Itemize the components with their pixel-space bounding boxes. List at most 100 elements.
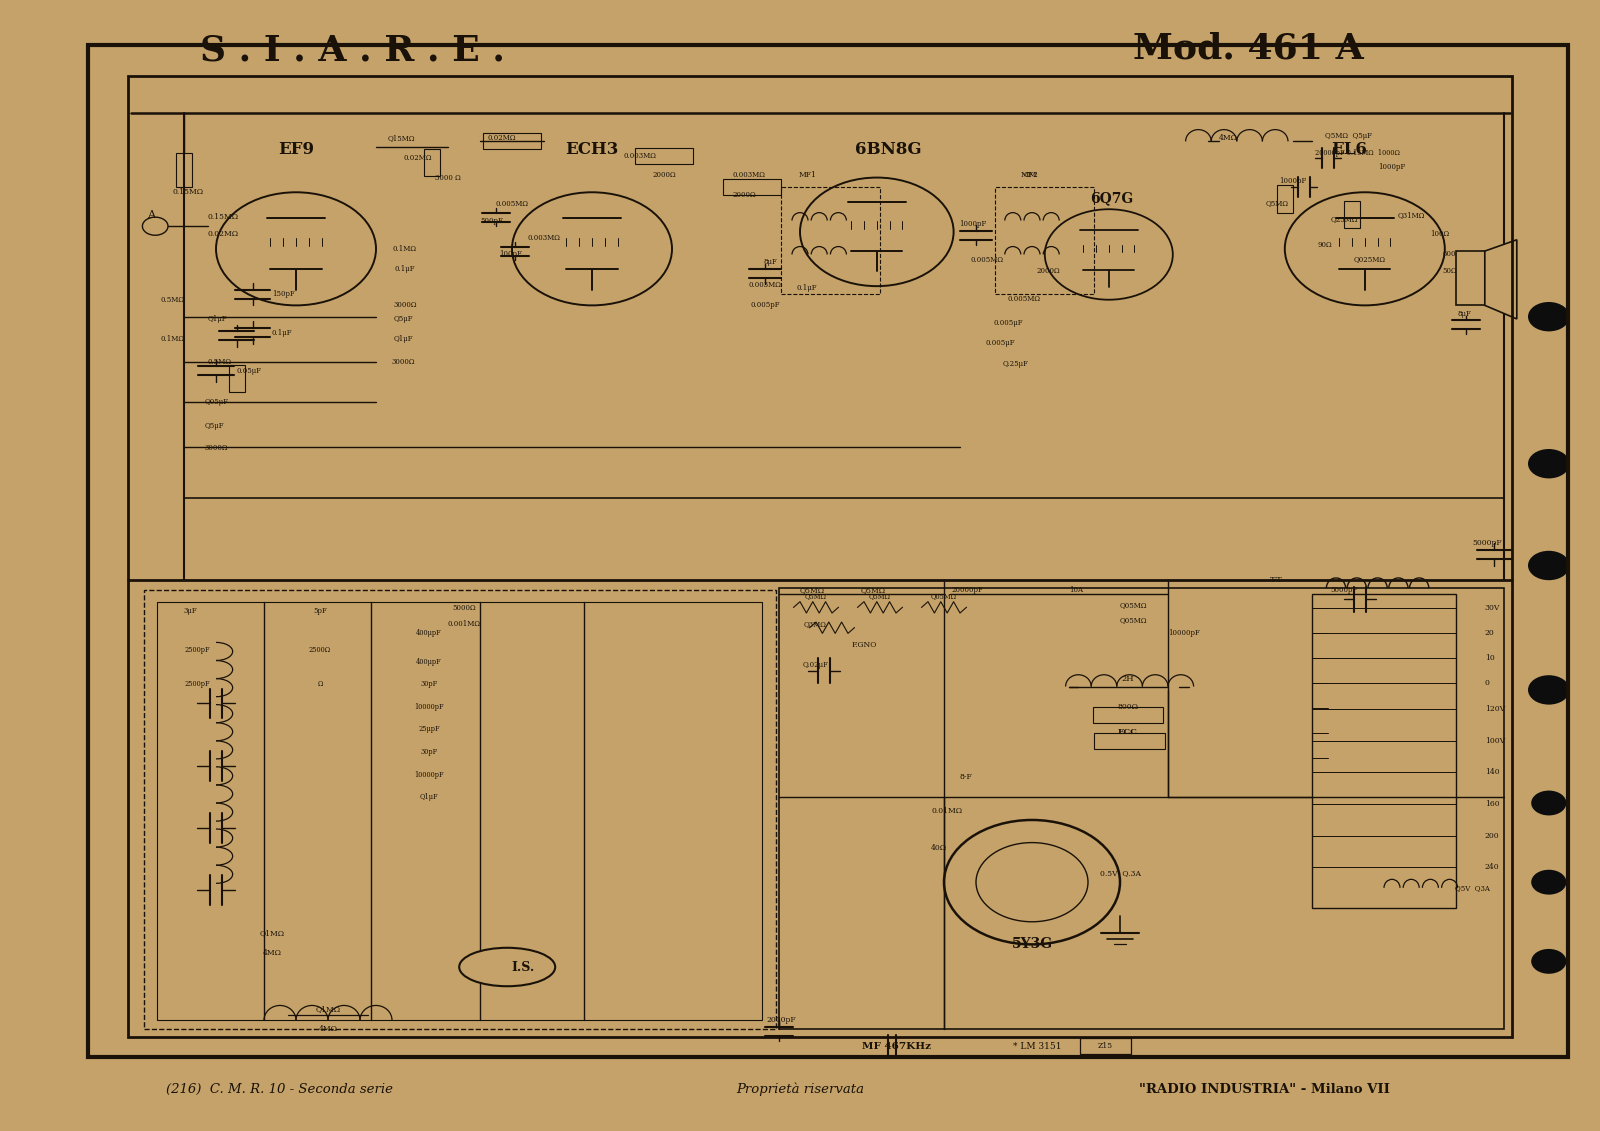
- Text: MF 467KHz: MF 467KHz: [861, 1042, 931, 1051]
- Text: 0.1MΩ: 0.1MΩ: [160, 335, 186, 344]
- Text: 3000Ω: 3000Ω: [394, 301, 416, 310]
- Text: 2000Ω: 2000Ω: [653, 171, 675, 180]
- Text: 0: 0: [1485, 679, 1490, 688]
- Text: MF2: MF2: [1021, 171, 1038, 180]
- Circle shape: [1531, 949, 1566, 974]
- Text: 0.005MΩ: 0.005MΩ: [971, 256, 1003, 265]
- Text: 100V: 100V: [1485, 736, 1506, 745]
- Text: 50Ω: 50Ω: [1442, 267, 1458, 276]
- Text: 0.5V  Q.3A: 0.5V Q.3A: [1099, 869, 1141, 878]
- Text: 4MΩ: 4MΩ: [262, 949, 282, 958]
- Text: 0.003MΩ: 0.003MΩ: [749, 280, 781, 290]
- Text: 40Ω: 40Ω: [931, 844, 947, 853]
- Text: Q5MΩ  Q5μF: Q5MΩ Q5μF: [1325, 131, 1371, 140]
- Text: S . I . A . R . E .: S . I . A . R . E .: [200, 34, 504, 68]
- Text: 3μF: 3μF: [184, 606, 198, 615]
- Text: 0.5MΩ: 0.5MΩ: [160, 295, 186, 304]
- Text: 3000Ω: 3000Ω: [392, 357, 414, 366]
- Text: 8μF: 8μF: [1458, 310, 1470, 319]
- Text: 1000pF: 1000pF: [1278, 176, 1307, 185]
- Text: 10000pF: 10000pF: [414, 770, 443, 779]
- Text: Z15: Z15: [1098, 1042, 1114, 1051]
- Bar: [1456, 251, 1485, 305]
- Text: Q1μF: Q1μF: [208, 314, 227, 323]
- Text: Q25MΩ: Q25MΩ: [1330, 215, 1358, 224]
- Text: 8μF: 8μF: [763, 258, 778, 267]
- Text: 5000pF: 5000pF: [1330, 586, 1358, 595]
- Text: Mod. 461 A: Mod. 461 A: [1133, 32, 1363, 66]
- Text: 140: 140: [1485, 768, 1499, 777]
- Text: ECC: ECC: [1118, 727, 1138, 736]
- Text: 100Ω: 100Ω: [1430, 230, 1450, 239]
- Bar: [1080, 1038, 1131, 1054]
- Text: Q05MΩ: Q05MΩ: [1120, 615, 1147, 624]
- Text: 0.02MΩ: 0.02MΩ: [488, 133, 517, 143]
- Text: 120V: 120V: [1485, 705, 1506, 714]
- Text: 2500pF: 2500pF: [184, 680, 210, 689]
- Text: 0.1MΩ: 0.1MΩ: [394, 244, 416, 253]
- Text: 4MΩ: 4MΩ: [1219, 133, 1238, 143]
- Text: 5pF: 5pF: [314, 606, 326, 615]
- Text: 3000Ω: 3000Ω: [205, 443, 229, 452]
- Bar: [995, 187, 1094, 294]
- Circle shape: [1528, 302, 1570, 331]
- Text: 30pF: 30pF: [421, 680, 437, 689]
- Text: EF9: EF9: [278, 140, 314, 158]
- Text: 8-F: 8-F: [960, 772, 973, 782]
- Text: Q05MΩ: Q05MΩ: [1120, 601, 1147, 610]
- Bar: [424, 149, 440, 176]
- Text: Q1MΩ: Q1MΩ: [259, 929, 285, 938]
- Text: 0.003MΩ: 0.003MΩ: [624, 152, 658, 161]
- Text: EL6: EL6: [1331, 140, 1366, 158]
- Text: 0.003MΩ: 0.003MΩ: [528, 233, 562, 242]
- Text: 2000Ω: 2000Ω: [1037, 267, 1059, 276]
- Text: I.S.: I.S.: [512, 960, 534, 974]
- Text: 5000Ω: 5000Ω: [453, 604, 475, 613]
- Text: 20: 20: [1485, 629, 1494, 638]
- Circle shape: [1528, 449, 1570, 478]
- Text: 0.02MΩ: 0.02MΩ: [208, 230, 238, 239]
- Text: 1000pF: 1000pF: [958, 219, 987, 228]
- Text: "RADIO INDUSTRIA" - Milano VII: "RADIO INDUSTRIA" - Milano VII: [1139, 1082, 1389, 1096]
- Text: Q1μF: Q1μF: [394, 335, 413, 344]
- Text: 0.005μF: 0.005μF: [986, 338, 1014, 347]
- Circle shape: [976, 843, 1088, 922]
- Text: 100pF: 100pF: [499, 250, 522, 259]
- Text: 6BN8G: 6BN8G: [854, 140, 922, 158]
- Text: 10000pF: 10000pF: [1168, 629, 1200, 638]
- Text: Q5MΩ: Q5MΩ: [805, 592, 827, 601]
- Text: Q1MΩ: Q1MΩ: [315, 1004, 341, 1013]
- Text: 1000pF: 1000pF: [1378, 163, 1406, 172]
- Text: 10A: 10A: [1069, 586, 1083, 595]
- Text: (216)  C. M. R. 10 - Seconda serie: (216) C. M. R. 10 - Seconda serie: [166, 1082, 394, 1096]
- Circle shape: [1531, 791, 1566, 815]
- Text: 0.003MΩ: 0.003MΩ: [733, 171, 766, 180]
- Text: ECH3: ECH3: [565, 140, 619, 158]
- Text: 800Ω: 800Ω: [1117, 702, 1139, 711]
- Text: Q3MΩ: Q3MΩ: [803, 620, 826, 629]
- Text: 0.15MΩ: 0.15MΩ: [208, 213, 238, 222]
- Circle shape: [1528, 675, 1570, 705]
- Text: 600: 600: [1443, 250, 1456, 259]
- Text: 500pF: 500pF: [480, 216, 502, 225]
- Text: Q.02μF: Q.02μF: [803, 661, 829, 670]
- Bar: [1277, 185, 1293, 213]
- Text: 400μpF: 400μpF: [416, 657, 442, 666]
- Text: 5000pF: 5000pF: [1472, 538, 1502, 547]
- Bar: [635, 148, 693, 164]
- Text: Q31MΩ: Q31MΩ: [1397, 210, 1426, 219]
- Text: 20000pF: 20000pF: [952, 586, 984, 595]
- Text: T-T: T-T: [1270, 576, 1283, 585]
- Text: Q5MΩ: Q5MΩ: [869, 592, 891, 601]
- Bar: [483, 133, 541, 149]
- Text: 0.02MΩ: 0.02MΩ: [403, 154, 432, 163]
- Text: 3000 Ω: 3000 Ω: [435, 173, 461, 182]
- Text: Q05MΩ: Q05MΩ: [931, 592, 957, 601]
- Text: Proprietà riservata: Proprietà riservata: [736, 1082, 864, 1096]
- Bar: [1312, 594, 1456, 908]
- Bar: [779, 588, 1504, 1029]
- Text: 0.005MΩ: 0.005MΩ: [496, 199, 530, 208]
- Bar: [1094, 733, 1165, 749]
- Text: 0.15MΩ: 0.15MΩ: [173, 188, 203, 197]
- Text: 0.01MΩ: 0.01MΩ: [931, 806, 962, 815]
